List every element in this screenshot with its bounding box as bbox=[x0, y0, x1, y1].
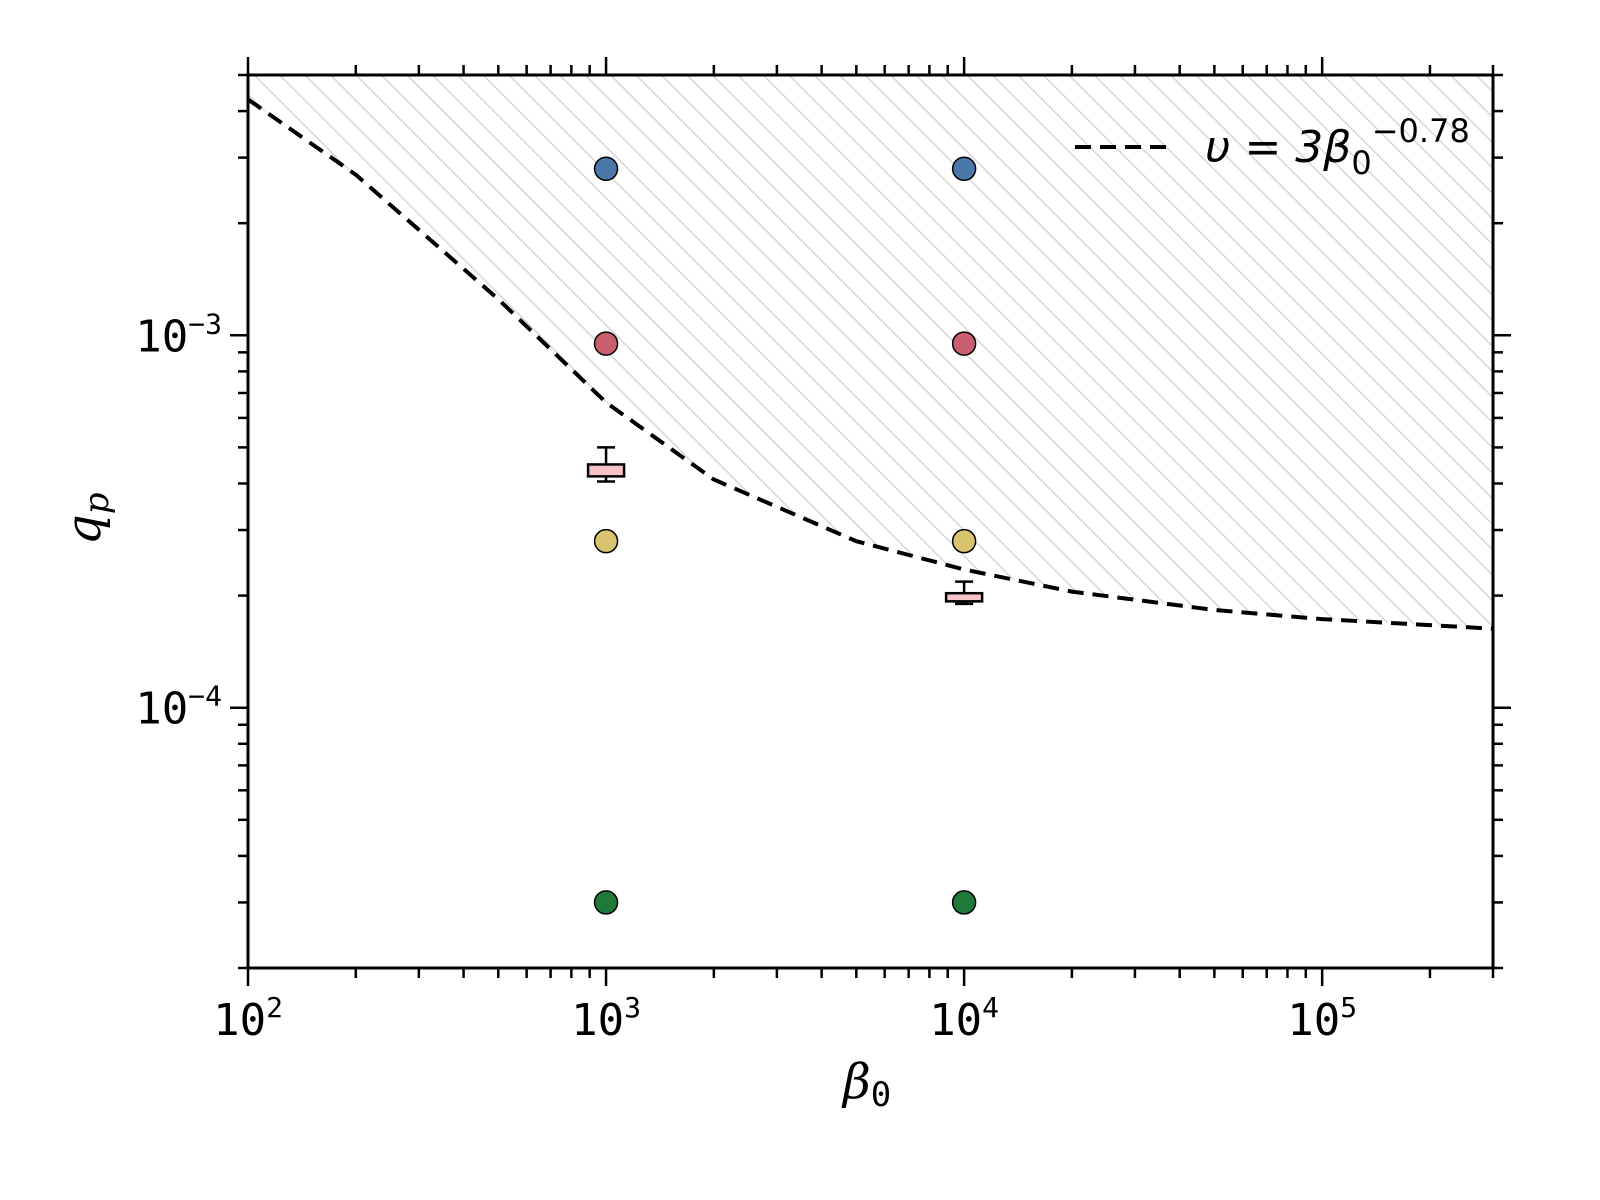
legend: υ = 3β0−0.78 bbox=[1075, 112, 1470, 182]
legend-label: υ = 3β0−0.78 bbox=[1205, 112, 1470, 182]
box-body bbox=[944, 591, 984, 603]
plot-frame bbox=[246, 73, 1495, 970]
y-axis-title: qp bbox=[56, 493, 117, 546]
box-plot-1 bbox=[586, 446, 626, 483]
data-point-6 bbox=[951, 528, 977, 554]
y-tick-label: 10−3 bbox=[135, 307, 222, 362]
data-point-1 bbox=[593, 156, 619, 182]
data-point-4 bbox=[951, 331, 977, 356]
threshold-curve bbox=[248, 97, 1493, 631]
hatched-region bbox=[248, 75, 1493, 629]
box-plot-2 bbox=[944, 580, 984, 606]
y-tick-label: 10−4 bbox=[135, 680, 222, 735]
svg-text:qp: qp bbox=[56, 493, 117, 546]
x-tick-label: 104 bbox=[929, 991, 999, 1046]
data-point-5 bbox=[593, 528, 619, 554]
data-point-3 bbox=[593, 331, 619, 356]
x-tick-label: 105 bbox=[1287, 991, 1357, 1046]
data-point-7 bbox=[593, 890, 619, 915]
x-axis-title: β0 bbox=[841, 1054, 891, 1115]
x-tick-label: 102 bbox=[213, 991, 283, 1046]
box-body bbox=[586, 463, 626, 478]
data-point-2 bbox=[951, 156, 977, 182]
x-tick-label: 103 bbox=[571, 991, 641, 1046]
data-point-8 bbox=[951, 890, 977, 915]
